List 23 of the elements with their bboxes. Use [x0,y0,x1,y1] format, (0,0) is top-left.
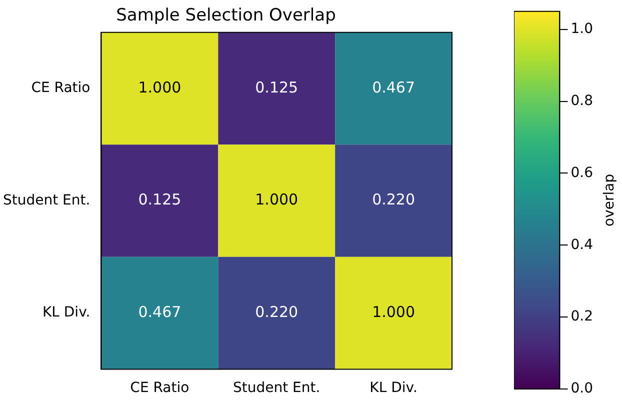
x-tick-label: KL Div. [370,380,418,396]
data-label: 0.220 [372,190,416,209]
color-bar-label: 0.8 [570,92,593,109]
data-label: 0.467 [372,78,416,96]
data-label: 0.467 [138,302,182,321]
color-bar-title: overlap [602,174,618,226]
data-label: 1.000 [138,78,182,96]
y-tick-label: CE Ratio [31,80,90,96]
data-label: 0.125 [138,190,182,209]
x-tick-label: Student Ent. [232,380,320,396]
data-label: 0.125 [255,78,298,96]
color-bar-label: 0.6 [570,164,594,181]
color-bar-label: 0.4 [570,236,594,253]
x-tick-label: CE Ratio [130,380,190,396]
y-tick-label: KL Div. [42,304,90,321]
chart-title: Sample Selection Overlap [116,6,336,26]
data-label: 1.000 [372,302,416,321]
color-bar-label: 1.0 [570,21,593,38]
data-label: 1.000 [255,190,298,209]
color-bar-label: 0.2 [570,308,593,325]
y-tick-label: Student Ent. [2,192,90,208]
data-label: 0.220 [255,302,298,321]
color-bar-label: 0.0 [570,380,593,397]
